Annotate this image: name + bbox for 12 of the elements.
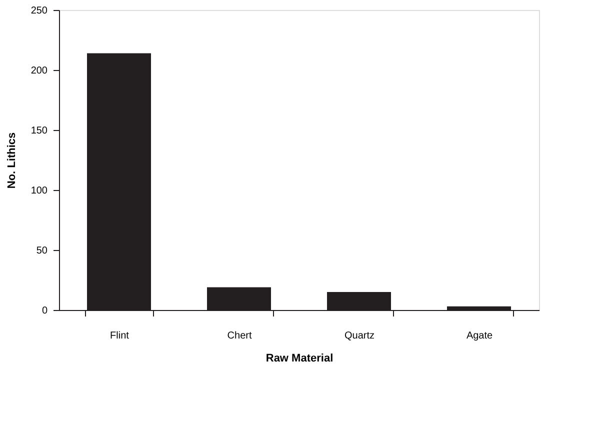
x-tick-label: Agate (466, 330, 493, 342)
y-tick-label: 0 (42, 306, 48, 316)
x-tick-label: Quartz (344, 330, 375, 342)
x-tick-label: Flint (110, 330, 130, 342)
y-tick-label: 150 (30, 126, 48, 136)
y-tick-label: 250 (30, 6, 48, 16)
x-tick-label: Chert (227, 330, 252, 342)
y-tick-label: 200 (30, 66, 48, 76)
y-tick-label: 50 (36, 246, 48, 256)
y-tick-label: 100 (30, 186, 48, 196)
y-axis-title: No. Lithics (6, 132, 18, 189)
x-axis-title: Raw Material (266, 352, 334, 364)
